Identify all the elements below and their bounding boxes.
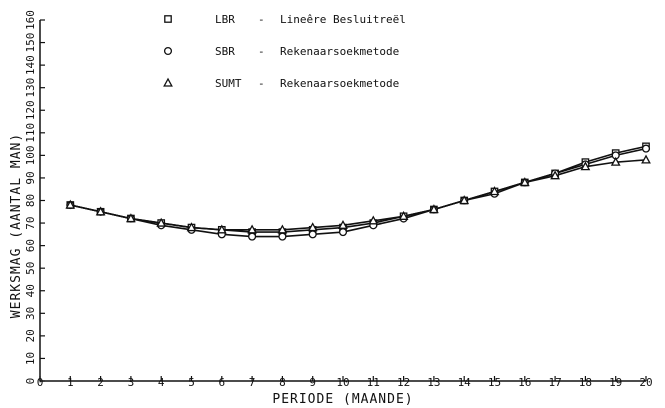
point-triangle-sumt bbox=[277, 224, 288, 234]
point-triangle-sumt bbox=[156, 217, 167, 227]
y-tick-label: 80 bbox=[24, 194, 37, 207]
x-tick-label: 18 bbox=[579, 376, 592, 389]
x-axis-title: PERIODE (MAANDE) bbox=[272, 392, 413, 407]
point-triangle-sumt bbox=[126, 213, 136, 223]
series-markers bbox=[65, 142, 651, 241]
point-circle-sbr bbox=[248, 232, 257, 241]
point-triangle-sumt bbox=[368, 215, 379, 225]
x-tick-label: 2 bbox=[97, 376, 104, 389]
series-lines bbox=[70, 145, 647, 238]
point-triangle-sumt bbox=[338, 219, 348, 229]
legend-series-name: LBR bbox=[215, 13, 235, 26]
point-triangle-sumt bbox=[489, 186, 500, 196]
point-triangle-sumt bbox=[429, 204, 439, 214]
y-tick-label: 100 bbox=[24, 145, 37, 165]
x-tick-label: 16 bbox=[518, 376, 531, 389]
point-triangle-sumt bbox=[307, 222, 318, 232]
y-tick-label: 150 bbox=[24, 33, 37, 53]
x-tick-label: 3 bbox=[128, 376, 135, 389]
y-tick-label: 20 bbox=[24, 329, 37, 342]
y-axis-ticks: 0 10 20 30 40 50 60 70 80 90 100 110 120 130 140 150 160 bbox=[24, 10, 45, 384]
y-axis-title: WERKSMAG (AANTAL MAN) bbox=[9, 133, 24, 318]
x-tick-label: 0 bbox=[37, 376, 44, 389]
point-circle-sbr bbox=[641, 144, 651, 153]
point-circle-sbr bbox=[278, 232, 287, 241]
legend-item-lbr: LBR - Lineêre Besluitreël bbox=[164, 13, 406, 26]
x-tick-label: 19 bbox=[609, 376, 622, 389]
y-tick-label: 60 bbox=[24, 239, 37, 252]
y-tick-label: 160 bbox=[24, 10, 37, 30]
x-tick-label: 12 bbox=[397, 376, 410, 389]
point-triangle-sumt bbox=[580, 161, 591, 171]
point-triangle-sumt bbox=[216, 224, 227, 234]
series-line-lbr bbox=[70, 145, 647, 233]
y-tick-label: 110 bbox=[24, 123, 37, 143]
x-tick-label: 6 bbox=[218, 376, 225, 389]
y-tick-label: 50 bbox=[24, 262, 37, 275]
axes: 0 1 2 3 4 5 6 7 8 9 10 11 12 13 14 15 16 17 18 19 20 0102030… bbox=[24, 10, 653, 389]
y-tick-label: 40 bbox=[24, 284, 37, 297]
point-triangle-sumt bbox=[247, 224, 257, 234]
x-tick-label: 8 bbox=[279, 376, 286, 389]
y-tick-label: 120 bbox=[24, 100, 37, 120]
x-tick-label: 14 bbox=[458, 376, 472, 389]
legend-item-sumt: SUMT - Rekenaarsoekmetode bbox=[163, 77, 399, 90]
series-line-sbr bbox=[70, 147, 647, 238]
point-triangle-legend-sumt bbox=[163, 77, 173, 87]
legend-series-name: SUMT bbox=[215, 77, 242, 90]
y-tick-label: 70 bbox=[24, 216, 37, 229]
point-triangle-sumt bbox=[95, 206, 106, 216]
legend-series-description: Rekenaarsoekmetode bbox=[280, 77, 399, 90]
legend-series-name: SBR bbox=[215, 45, 235, 58]
point-triangle-sumt bbox=[186, 222, 197, 232]
point-triangle-sumt bbox=[550, 170, 560, 180]
legend: LBR - Lineêre Besluitreël SBR - Rekenaarsoekm… bbox=[163, 13, 406, 90]
x-tick-label: 4 bbox=[158, 376, 165, 389]
x-tick-label: 7 bbox=[249, 376, 256, 389]
legend-dash: - bbox=[258, 13, 265, 26]
x-axis-ticks: 0 1 2 3 4 5 6 7 8 9 10 11 12 13 14 15 16 17 18 19 20 bbox=[37, 376, 653, 389]
x-tick-label: 1 bbox=[67, 376, 74, 389]
x-tick-label: 17 bbox=[548, 376, 561, 389]
legend-dash: - bbox=[258, 77, 265, 90]
y-tick-label: 140 bbox=[24, 55, 37, 75]
x-tick-label: 20 bbox=[639, 376, 652, 389]
y-tick-label: 130 bbox=[24, 78, 37, 98]
y-tick-label: 90 bbox=[24, 171, 37, 184]
series-line-sumt bbox=[70, 159, 647, 231]
y-tick-label: 0 bbox=[24, 378, 37, 385]
legend-series-description: Rekenaarsoekmetode bbox=[280, 45, 399, 58]
point-triangle-sumt bbox=[398, 210, 409, 220]
point-square-legend-lbr bbox=[164, 15, 172, 23]
point-circle-sbr bbox=[308, 230, 317, 239]
point-triangle-sumt bbox=[65, 199, 76, 209]
legend-item-sbr: SBR - Rekenaarsoekmetode bbox=[163, 45, 399, 58]
legend-series-description: Lineêre Besluitreël bbox=[280, 13, 406, 26]
point-circle-legend-sbr bbox=[163, 46, 173, 56]
point-circle-sbr bbox=[338, 228, 348, 237]
x-tick-label: 15 bbox=[488, 376, 501, 389]
x-tick-label: 9 bbox=[309, 376, 316, 389]
point-triangle-sumt bbox=[641, 154, 651, 164]
legend-dash: - bbox=[258, 45, 265, 58]
y-tick-label: 10 bbox=[24, 352, 37, 365]
x-tick-label: 5 bbox=[188, 376, 195, 389]
point-triangle-sumt bbox=[610, 156, 621, 166]
x-tick-label: 13 bbox=[427, 376, 440, 389]
x-tick-label: 10 bbox=[336, 376, 349, 389]
x-tick-label: 11 bbox=[367, 376, 380, 389]
y-tick-label: 30 bbox=[24, 307, 37, 320]
point-triangle-sumt bbox=[459, 195, 470, 205]
point-triangle-sumt bbox=[519, 177, 530, 187]
